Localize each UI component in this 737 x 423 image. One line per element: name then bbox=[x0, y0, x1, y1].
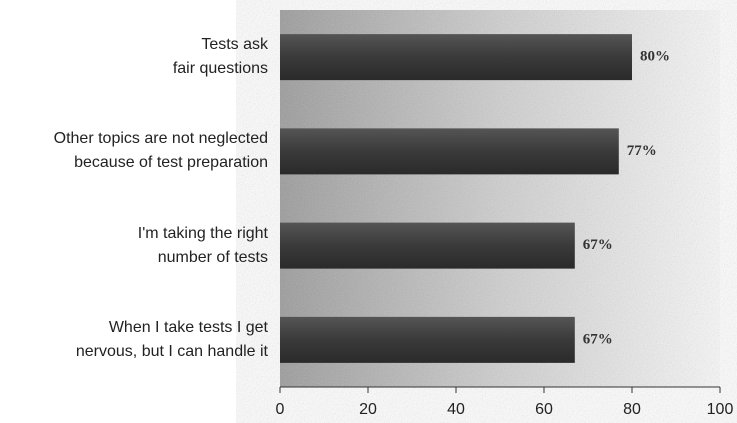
value-label: 80% bbox=[640, 49, 670, 65]
x-tick-label: 20 bbox=[359, 401, 377, 418]
x-tick-label: 0 bbox=[276, 401, 285, 418]
value-label: 67% bbox=[583, 237, 613, 253]
bar bbox=[280, 222, 575, 269]
x-tick-label: 60 bbox=[535, 401, 553, 418]
category-label: I'm taking the right number of tests bbox=[137, 224, 268, 266]
x-tick-label: 40 bbox=[447, 401, 465, 418]
value-label: 67% bbox=[583, 331, 613, 347]
category-label: Other topics are not neglected because o… bbox=[53, 130, 268, 172]
bar bbox=[280, 316, 575, 363]
x-tick-label: 80 bbox=[623, 401, 641, 418]
value-label: 77% bbox=[627, 143, 657, 159]
category-label: Tests ask fair questions bbox=[172, 36, 268, 78]
category-label: When I take tests I get nervous, but I c… bbox=[75, 318, 268, 360]
bar bbox=[280, 128, 619, 175]
bar bbox=[280, 34, 632, 81]
x-tick-label: 100 bbox=[707, 401, 734, 418]
